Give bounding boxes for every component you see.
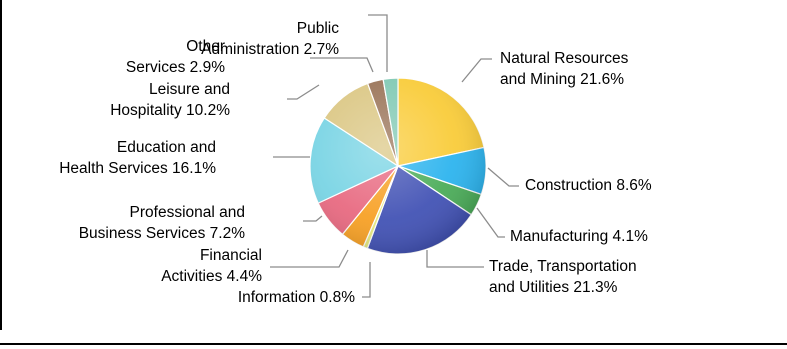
slice-labels: Natural Resources and Mining 21.6% Constru… <box>59 20 652 306</box>
leader-line-financial-activities <box>270 249 349 268</box>
slice-label-construction: Construction 8.6% <box>525 177 652 194</box>
leader-line-other-services <box>310 57 374 73</box>
leader-line-professional-and-business-services <box>303 215 323 222</box>
leader-line-trade-transportation-and-utilities <box>426 250 484 268</box>
slice-label-manufacturing: Manufacturing 4.1% <box>510 228 648 245</box>
leader-line-manufacturing <box>476 207 505 238</box>
leader-line-public-administration <box>368 14 388 72</box>
leader-lines <box>270 14 519 298</box>
slice-label-professional-and-business-services: Professional and Business Services 7.2% <box>79 204 245 242</box>
slice-label-other-services: Other Services 2.9% <box>126 38 225 76</box>
slice-label-natural-resources-and-mining: Natural Resources and Mining 21.6% <box>500 50 629 88</box>
slice-label-public-administration: Public Administration 2.7% <box>201 20 339 58</box>
slice-label-trade-transportation-and-utilities: Trade, Transportation and Utilities 21.3% <box>489 258 637 296</box>
leader-line-construction <box>487 167 519 187</box>
leader-line-leisure-and-hospitality <box>287 84 320 100</box>
slice-label-financial-activities: Financial Activities 4.4% <box>161 247 262 285</box>
slice-label-information: Information 0.8% <box>238 289 355 306</box>
leader-line-natural-resources-and-mining <box>461 58 492 83</box>
slice-label-education-and-health-services: Education and Health Services 16.1% <box>59 139 216 177</box>
pie-slices <box>309 77 487 255</box>
slice-label-leisure-and-hospitality: Leisure and Hospitality 10.2% <box>110 81 230 119</box>
leader-line-information <box>362 262 371 298</box>
